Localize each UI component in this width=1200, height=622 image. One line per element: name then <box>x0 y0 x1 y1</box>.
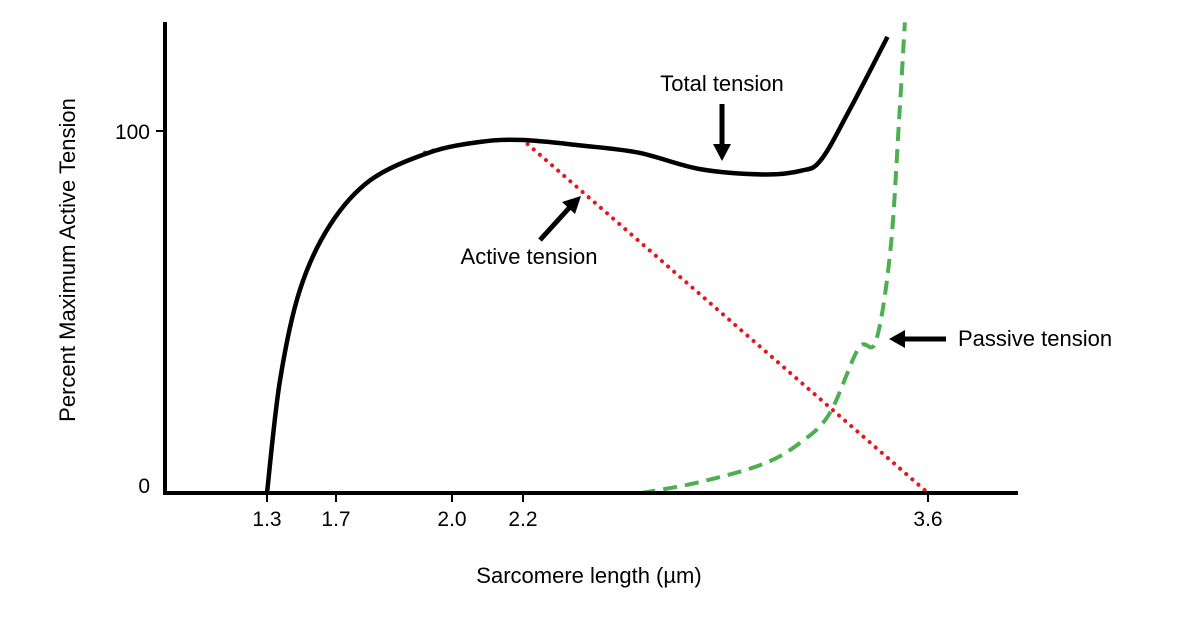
x-tick-label: 1.7 <box>321 508 350 531</box>
x-ticks: 1.3 1.7 2.0 2.2 3.6 <box>252 493 943 531</box>
curves <box>264 22 930 495</box>
series-active-tension <box>422 137 930 495</box>
series-total-tension <box>264 35 890 494</box>
x-tick-label: 1.3 <box>252 508 281 531</box>
x-tick-label: 2.0 <box>437 508 466 531</box>
y-ticks: 0 100 <box>115 121 165 498</box>
arrow-total-tension-icon <box>713 104 731 161</box>
annotation-active-tension: Active tension <box>461 244 598 269</box>
arrow-passive-tension-icon <box>889 330 946 348</box>
x-axis-label: Sarcomere length (µm) <box>476 563 701 588</box>
annotation-total-tension: Total tension <box>660 71 784 96</box>
annotation-passive-tension: Passive tension <box>958 326 1112 351</box>
y-tick-label: 0 <box>138 475 150 498</box>
series-passive-tension <box>641 22 907 495</box>
x-tick-label: 2.2 <box>508 508 537 531</box>
arrow-active-tension-icon <box>538 196 581 242</box>
x-tick-label: 3.6 <box>913 508 942 531</box>
y-tick-label: 100 <box>115 121 150 144</box>
y-axis-label: Percent Maximum Active Tension <box>55 98 80 422</box>
